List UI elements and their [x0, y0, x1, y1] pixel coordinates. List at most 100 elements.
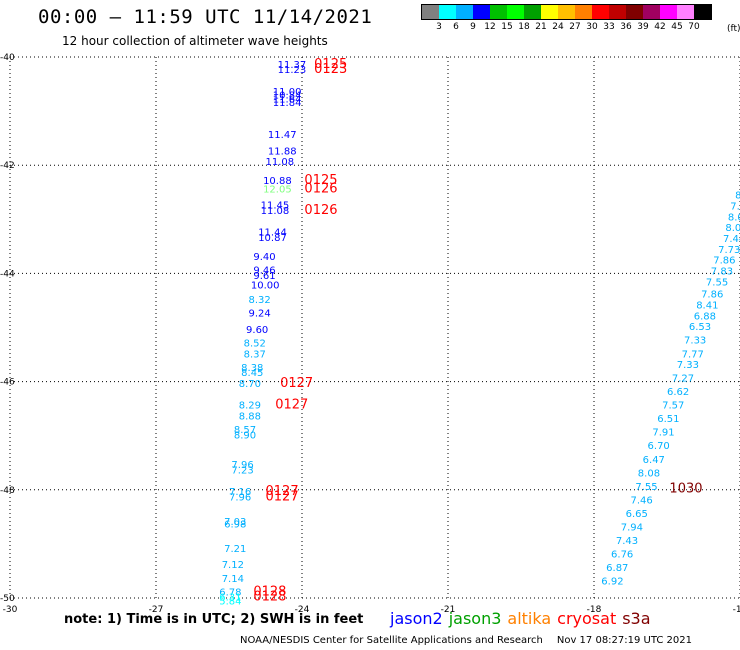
y-tick-label: -50	[0, 594, 15, 604]
wave-height-label: 11.08	[266, 157, 295, 168]
wave-height-label: 10.87	[258, 233, 287, 244]
wave-height-label: 11.44	[258, 228, 287, 239]
x-tick-label: -27	[149, 605, 164, 615]
wave-height-label: 6.88	[694, 311, 716, 322]
wave-height-label: 7.57	[662, 401, 684, 412]
x-tick-label: -18	[587, 605, 602, 615]
map-subtitle: 12 hour collection of altimeter wave hei…	[62, 34, 328, 48]
wave-height-label: 10.88	[263, 176, 292, 187]
wave-height-label: 6.70	[648, 441, 670, 452]
color-swatch	[575, 5, 592, 19]
wave-height-label: 9.46	[253, 265, 275, 276]
wave-height-label: 7.14	[222, 574, 244, 585]
color-swatch	[626, 5, 643, 19]
color-swatch	[541, 5, 558, 19]
wave-height-label: 7.77	[682, 349, 704, 360]
color-scale-tick: 45	[671, 22, 683, 32]
wave-height-label: 7.27	[672, 374, 694, 385]
color-scale-bar	[421, 4, 712, 20]
pass-time-label: 0127	[266, 490, 299, 505]
wave-height-label: 11.23	[278, 65, 307, 76]
wave-height-label: 7.96	[231, 460, 253, 471]
wave-height-label: 7.46	[631, 495, 653, 506]
color-scale-tick: 6	[453, 22, 459, 32]
color-scale-tick: 70	[688, 22, 700, 32]
wave-height-label: 8.88	[239, 411, 261, 422]
wave-height-label: 9.60	[246, 325, 268, 336]
wave-height-label: 6.92	[601, 576, 623, 587]
color-scale-tick: 9	[470, 22, 476, 32]
wave-height-label: 6.65	[626, 509, 648, 520]
pass-time-label: 0126	[304, 181, 337, 196]
map-title: 00:00 – 11:59 UTC 11/14/2021	[38, 6, 373, 28]
satellite-label-altika: altika	[507, 609, 552, 628]
wave-height-label: 7.94	[621, 522, 643, 533]
color-swatch	[643, 5, 660, 19]
pass-time-label: 0127	[275, 398, 308, 413]
wave-height-label: 9.24	[248, 309, 270, 320]
color-swatch	[592, 5, 609, 19]
wave-height-label: 6.53	[689, 322, 711, 333]
wave-height-label: 8.08	[638, 468, 660, 479]
pass-time-label: 0125	[304, 173, 337, 188]
wave-height-label: 11.45	[261, 200, 290, 211]
pass-time-label: 0128	[253, 584, 286, 599]
wave-height-label: 11.00	[273, 87, 302, 98]
wave-height-label: 6.51	[657, 414, 679, 425]
wave-height-label: 10.84	[273, 91, 302, 102]
color-swatch	[660, 5, 677, 19]
wave-height-label: 11.88	[268, 146, 297, 157]
x-tick-label: -21	[441, 605, 456, 615]
wave-height-label: 12.05	[263, 184, 292, 195]
wave-height-label: 8.57	[234, 425, 256, 436]
wave-height-label: 8.70	[239, 379, 261, 390]
footer-credit: NOAA/NESDIS Center for Satellite Applica…	[240, 635, 692, 646]
pass-time-label: 1030	[669, 482, 702, 497]
satellite-label-jason3: jason3	[448, 609, 502, 628]
color-scale-unit: (ft)	[727, 24, 740, 34]
wave-height-label: 7.91	[652, 428, 674, 439]
wave-height-label: 11.47	[268, 130, 297, 141]
color-swatch	[439, 5, 456, 19]
wave-height-label: 6.87	[606, 563, 628, 574]
color-scale-tick: 39	[637, 22, 649, 32]
pass-time-label: 0126	[304, 203, 337, 218]
wave-height-label: 7.43	[616, 536, 638, 547]
wave-height-label: 6.47	[643, 455, 665, 466]
color-swatch	[422, 5, 439, 19]
wave-height-label: 7.55	[706, 277, 728, 288]
y-tick-label: -42	[0, 161, 15, 171]
wave-height-label: 7.0	[730, 202, 740, 213]
wave-height-label: 7.86	[713, 256, 735, 267]
credit-text: NOAA/NESDIS Center for Satellite Applica…	[240, 635, 543, 646]
timestamp-text: Nov 17 08:27:19 UTC 2021	[556, 635, 693, 646]
wave-height-label: 7.21	[224, 544, 246, 555]
satellite-label-jason2: jason2	[390, 609, 443, 628]
wave-height-label: 6.76	[611, 549, 633, 560]
wave-height-label: 7.55	[635, 482, 657, 493]
color-swatch	[490, 5, 507, 19]
color-swatch	[456, 5, 473, 19]
wave-height-label: 8.32	[248, 295, 270, 306]
x-tick-label: -24	[295, 605, 310, 615]
footer-note: note: 1) Time is in UTC; 2) SWH is in fe…	[64, 612, 364, 627]
y-tick-label: -40	[0, 53, 15, 63]
color-scale-tick: 36	[620, 22, 632, 32]
color-scale-tick: 15	[501, 22, 513, 32]
color-scale-tick: 21	[535, 22, 547, 32]
wave-height-label: 6.62	[667, 387, 689, 398]
wave-height-label: 7.73	[718, 245, 740, 256]
satellite-label-cryosat: cryosat	[557, 609, 617, 628]
pass-time-label: 0127	[280, 376, 313, 391]
color-swatch	[558, 5, 575, 19]
wave-height-label: 7.83	[711, 266, 733, 277]
wave-height-label: 7.96	[229, 493, 251, 504]
wave-height-label: 9.61	[253, 271, 275, 282]
y-tick-label: -46	[0, 378, 15, 388]
wave-height-label: 8.37	[244, 349, 266, 360]
wave-height-label: 8.45	[241, 368, 263, 379]
color-scale-tick: 24	[552, 22, 564, 32]
color-scale-tick: 30	[586, 22, 598, 32]
wave-height-label: 8.38	[241, 363, 263, 374]
